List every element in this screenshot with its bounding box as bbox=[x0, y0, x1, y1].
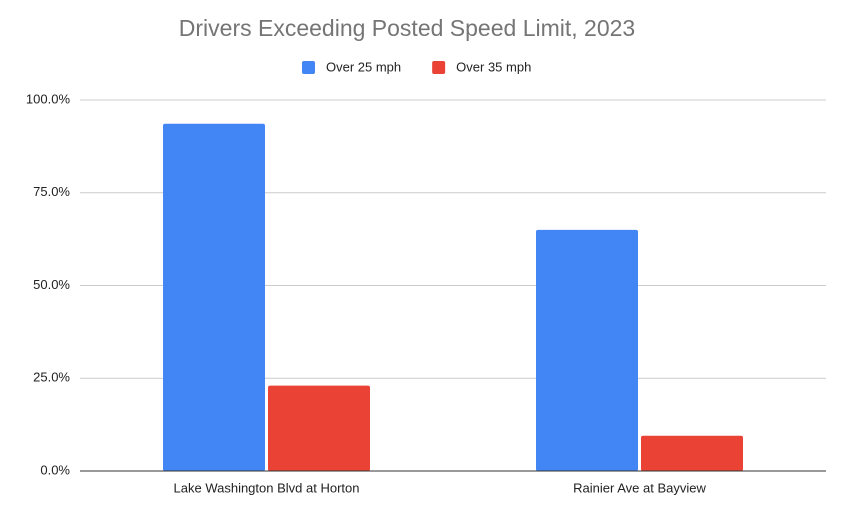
legend-label: Over 25 mph bbox=[326, 59, 401, 74]
y-tick-label: 100.0% bbox=[26, 91, 71, 106]
x-tick-label: Lake Washington Blvd at Horton bbox=[174, 480, 360, 495]
y-tick-label: 25.0% bbox=[33, 370, 70, 385]
legend-label: Over 35 mph bbox=[456, 59, 531, 74]
bar bbox=[536, 229, 638, 471]
legend-swatch bbox=[302, 61, 315, 74]
y-tick-label: 75.0% bbox=[33, 184, 70, 199]
y-tick-label: 50.0% bbox=[33, 277, 70, 292]
legend-swatch bbox=[432, 61, 446, 74]
bar bbox=[163, 123, 265, 471]
bar bbox=[268, 385, 370, 471]
bar bbox=[641, 435, 743, 471]
x-tick-label: Rainier Ave at Bayview bbox=[573, 480, 706, 495]
y-tick-label: 0.0% bbox=[40, 462, 70, 477]
chart-title: Drivers Exceeding Posted Speed Limit, 20… bbox=[179, 15, 635, 41]
